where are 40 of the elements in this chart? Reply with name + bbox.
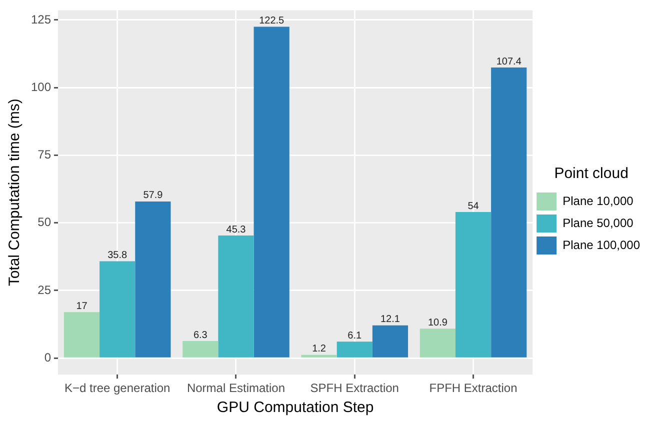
legend-label: Plane 10,000 bbox=[562, 194, 634, 208]
bar bbox=[64, 312, 100, 358]
data-label: 12.1 bbox=[380, 314, 400, 326]
bar bbox=[455, 212, 492, 358]
bar bbox=[135, 201, 171, 358]
legend-label: Plane 50,000 bbox=[562, 216, 634, 230]
y-tick-label: 50 bbox=[38, 215, 52, 230]
y-tick-label: 125 bbox=[30, 12, 52, 26]
x-tick-label: SPFH Extraction bbox=[310, 381, 399, 396]
x-tick-label: Normal Estimation bbox=[186, 381, 286, 396]
data-label: 1.2 bbox=[312, 344, 326, 355]
bar bbox=[301, 354, 337, 358]
x-axis-title: GPU Computation Step bbox=[216, 399, 374, 416]
y-tick-label: 25 bbox=[38, 282, 52, 297]
y-tick-label: 0 bbox=[44, 350, 52, 364]
y-axis-title: Total Computation time (ms) bbox=[6, 98, 24, 286]
bar bbox=[100, 261, 136, 358]
data-label: 107.4 bbox=[496, 56, 522, 68]
legend-label: Plane 100,000 bbox=[562, 238, 640, 252]
y-tick-label: 100 bbox=[30, 80, 52, 94]
bar bbox=[491, 68, 527, 358]
bar bbox=[254, 26, 290, 358]
bar bbox=[218, 236, 254, 358]
data-label: 54 bbox=[468, 200, 480, 212]
data-label: 35.8 bbox=[108, 250, 128, 261]
data-label: 6.3 bbox=[193, 330, 208, 341]
bar bbox=[182, 341, 218, 358]
bar bbox=[336, 342, 372, 358]
bar bbox=[372, 325, 408, 358]
data-label: 10.9 bbox=[428, 317, 448, 328]
data-label: 45.3 bbox=[226, 224, 246, 236]
x-tick-label: FPFH Extraction bbox=[429, 381, 518, 396]
legend-title: Point cloud bbox=[554, 165, 628, 182]
data-label: 122.5 bbox=[259, 15, 285, 26]
x-tick-label: K−d tree generation bbox=[64, 381, 170, 396]
y-tick-label: 75 bbox=[38, 148, 52, 162]
bar bbox=[420, 328, 456, 358]
data-label: 17 bbox=[76, 300, 88, 312]
data-label: 6.1 bbox=[348, 330, 362, 342]
data-label: 57.9 bbox=[143, 190, 164, 202]
